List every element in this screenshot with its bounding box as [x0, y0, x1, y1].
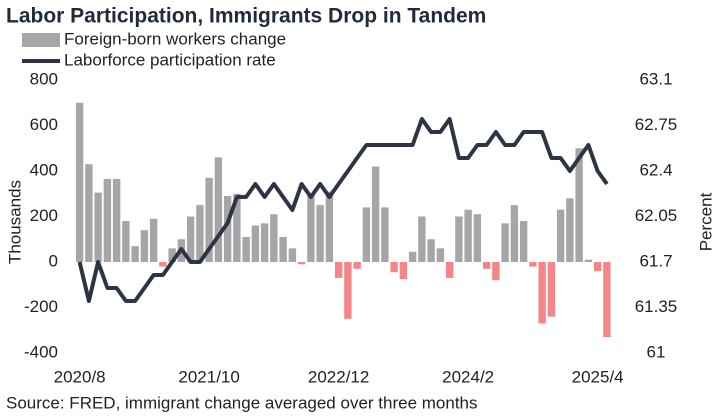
- bar: [519, 221, 528, 262]
- y-tick-label: -400: [24, 342, 58, 361]
- bar: [547, 262, 556, 317]
- bar: [233, 193, 241, 262]
- y2-tick-label: 62.05: [635, 206, 678, 225]
- x-tick-label: 2020/8: [54, 367, 106, 386]
- bar: [344, 262, 352, 319]
- y-tick-label: 600: [30, 115, 58, 134]
- y-tick-label: 200: [30, 206, 58, 225]
- line: [77, 117, 609, 303]
- bar: [214, 157, 223, 262]
- bar: [270, 214, 278, 262]
- bar: [149, 218, 158, 262]
- y2-tick-label: 62.75: [635, 115, 678, 134]
- bar: [316, 205, 324, 262]
- bar: [464, 209, 472, 262]
- bar: [529, 262, 537, 267]
- bar: [260, 223, 269, 262]
- y-tick-label: 800: [30, 69, 58, 88]
- bar: [455, 216, 463, 262]
- bar: [603, 262, 611, 338]
- bar: [223, 196, 232, 262]
- x-tick-label: 2021/10: [178, 367, 239, 386]
- bar: [436, 248, 445, 262]
- bar: [482, 262, 491, 269]
- y2-axis-label: Percent: [696, 192, 715, 251]
- bar: [279, 236, 287, 262]
- bar: [399, 262, 408, 280]
- legend-swatch: [22, 33, 60, 47]
- bar: [566, 198, 574, 262]
- source: Source: FRED, immigrant change averaged …: [6, 393, 478, 412]
- bar: [334, 262, 343, 278]
- bar: [492, 262, 500, 281]
- x-tick-label: 2025/4: [572, 367, 624, 386]
- bar: [538, 262, 546, 324]
- bar: [445, 262, 454, 278]
- bar: [122, 221, 130, 262]
- bar: [297, 262, 306, 265]
- y2-tick-label: 61.7: [639, 251, 672, 270]
- y2-tick-label: 61.35: [635, 297, 678, 316]
- bar: [94, 192, 102, 262]
- bar: [501, 223, 509, 262]
- bar: [103, 178, 112, 262]
- x-tick-label: 2022/12: [308, 367, 369, 386]
- bar: [196, 205, 204, 262]
- y2-tick-label: 63.1: [639, 69, 672, 88]
- bar: [427, 239, 435, 262]
- bar: [371, 166, 380, 262]
- bar: [205, 177, 213, 262]
- y-tick-label: -200: [24, 297, 58, 316]
- y-tick-label: 400: [30, 160, 58, 179]
- legend-label: Laborforce participation rate: [64, 50, 276, 69]
- bar: [408, 251, 417, 262]
- bar: [325, 191, 334, 262]
- bar: [390, 262, 398, 273]
- y2-tick-label: 61: [647, 342, 666, 361]
- bar: [159, 262, 167, 267]
- bar: [473, 214, 482, 262]
- bar: [418, 216, 426, 262]
- bar: [85, 164, 93, 262]
- bar: [131, 246, 139, 262]
- bar: [75, 102, 84, 262]
- bar: [556, 209, 565, 262]
- bar: [186, 216, 195, 262]
- bar: [140, 230, 149, 262]
- bar: [242, 236, 250, 262]
- bar: [168, 248, 176, 262]
- bar: [288, 248, 297, 262]
- y2-tick-label: 62.4: [639, 160, 672, 179]
- legend-label: Foreign-born workers change: [64, 29, 286, 48]
- y-axis-label: Thousands: [5, 180, 24, 264]
- bar: [510, 205, 519, 262]
- x-tick-label: 2024/2: [442, 367, 494, 386]
- bar: [251, 225, 260, 262]
- bar: [112, 178, 121, 262]
- bar: [575, 148, 583, 262]
- bar: [307, 196, 315, 262]
- chart-title: Labor Participation, Immigrants Drop in …: [6, 5, 486, 28]
- y-tick-label: 0: [49, 251, 58, 270]
- bar: [353, 262, 361, 269]
- bar: [362, 207, 371, 262]
- bar: [593, 262, 602, 272]
- bar: [381, 207, 389, 262]
- bar: [584, 259, 593, 262]
